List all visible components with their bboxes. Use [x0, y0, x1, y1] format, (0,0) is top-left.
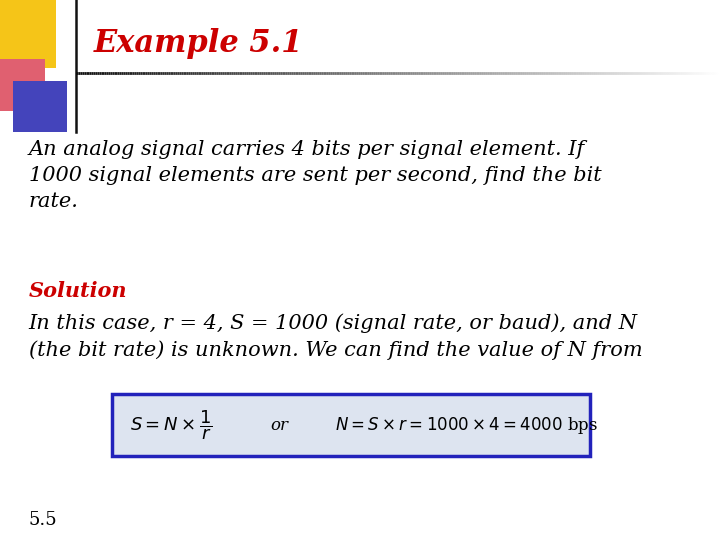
FancyBboxPatch shape	[0, 0, 56, 68]
Text: $S = N \times \dfrac{1}{r}$: $S = N \times \dfrac{1}{r}$	[130, 408, 212, 442]
FancyBboxPatch shape	[0, 59, 45, 111]
Text: Example 5.1: Example 5.1	[94, 28, 303, 59]
Text: 5.5: 5.5	[29, 511, 58, 529]
Text: In this case, r = 4, S = 1000 (signal rate, or baud), and N
(the bit rate) is un: In this case, r = 4, S = 1000 (signal ra…	[29, 313, 642, 360]
FancyBboxPatch shape	[13, 81, 67, 132]
Text: or: or	[270, 417, 288, 434]
Text: $N = S \times r = 1000 \times 4 = 4000$ bps: $N = S \times r = 1000 \times 4 = 4000$ …	[335, 415, 598, 436]
Text: Solution: Solution	[29, 281, 127, 301]
Text: An analog signal carries 4 bits per signal element. If
1000 signal elements are : An analog signal carries 4 bits per sign…	[29, 140, 601, 211]
FancyBboxPatch shape	[112, 394, 590, 456]
